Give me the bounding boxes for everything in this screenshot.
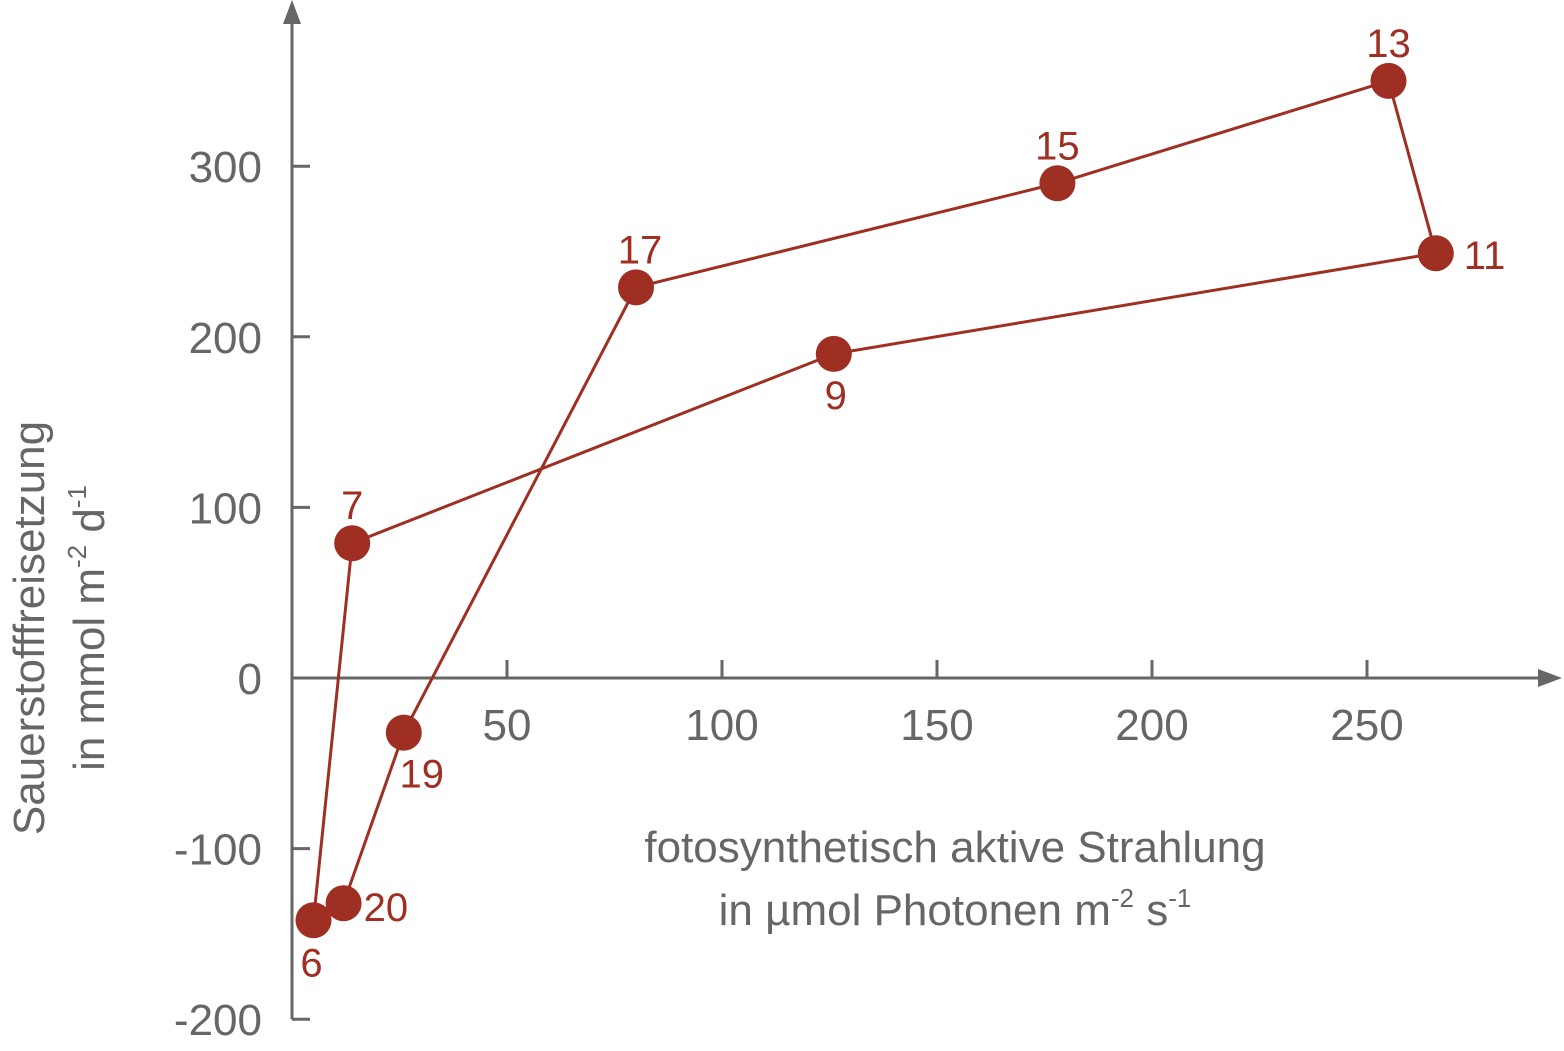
x-axis-title-mid: s [1134,886,1168,935]
data-point-7 [334,525,371,562]
data-point-20 [325,885,362,922]
data-label-20: 20 [364,886,409,930]
data-point-19 [385,714,422,751]
data-label-6: 6 [300,941,322,985]
y-ticks: -200 -100 0 100 200 300 [174,143,310,1045]
series-points [295,62,1454,939]
y-axis-title-line1: Sauerstofffreisetzung [5,421,54,835]
y-axis-title: Sauerstofffreisetzung in mmol m-2 d-1 [5,421,114,835]
series-labels: 6 7 9 11 13 15 17 19 20 [300,22,1505,985]
data-point-6 [295,902,332,939]
x-axis-title-line1: fotosynthetisch aktive Strahlung [644,823,1265,872]
x-axis-title-exp1: -2 [1111,883,1134,913]
data-label-15: 15 [1035,124,1080,168]
x-axis-title-exp2: -1 [1168,883,1191,913]
series-lines [312,79,1438,921]
data-label-9: 9 [825,374,847,418]
x-tick-label-250: 250 [1330,701,1403,750]
series-segment-11-13 [1387,80,1438,254]
y-tick-label-200: 200 [189,314,262,363]
y-tick-label-100: 100 [189,484,262,533]
y-tick-label-0: 0 [238,655,262,704]
x-tick-label-50: 50 [483,701,532,750]
series-segment-9-11 [833,251,1437,356]
data-label-7: 7 [341,484,363,528]
x-tick-label-200: 200 [1115,701,1188,750]
y-axis-title-exp2: -1 [62,485,92,508]
data-point-13 [1370,62,1407,99]
series-segment-19-20 [342,732,406,904]
series-segment-7-9 [351,352,835,545]
data-point-17 [618,269,654,306]
x-ticks: 50 100 150 200 250 [483,660,1404,750]
data-point-9 [815,335,852,372]
x-axis-title-prefix: in µmol Photonen m [719,886,1111,935]
data-label-19: 19 [400,753,445,797]
x-axis-arrow-icon [1538,669,1562,687]
series-segment-17-19 [402,286,638,734]
series-segment-6-7 [312,543,354,921]
axes [283,0,1562,1020]
data-point-11 [1417,235,1454,272]
y-tick-label--100: -100 [174,826,262,875]
series-segment-13-15 [1056,79,1389,185]
data-label-13: 13 [1366,22,1411,66]
x-axis-title-line2: in µmol Photonen m-2 s-1 [719,883,1192,935]
y-axis-title-exp1: -2 [62,545,92,568]
x-tick-label-100: 100 [685,701,758,750]
y-axis-arrow-icon [283,0,301,24]
y-tick-label-300: 300 [189,143,262,192]
y-axis-title-prefix: in mmol m [65,568,114,771]
y-axis-title-mid: d [65,508,114,545]
data-label-11: 11 [1464,234,1506,278]
series-segment-15-17 [635,181,1058,289]
data-label-17: 17 [618,228,663,272]
y-tick-label--200: -200 [174,996,262,1045]
data-point-15 [1039,165,1076,202]
y-axis-title-line2: in mmol m-2 d-1 [62,485,114,771]
x-tick-label-150: 150 [900,701,973,750]
